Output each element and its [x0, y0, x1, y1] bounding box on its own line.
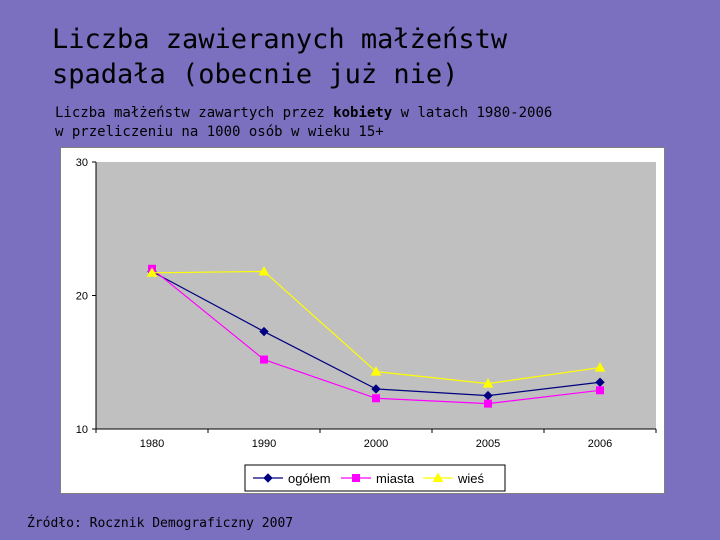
legend-swatch-marker: [432, 472, 444, 482]
chart-legend: ogółem miasta wieś: [244, 464, 506, 492]
legend-label: ogółem: [288, 471, 331, 486]
data-point: [596, 386, 604, 395]
series-layer: [146, 264, 606, 408]
data-point: [594, 362, 606, 372]
data-point: [595, 377, 605, 387]
data-point: [146, 267, 158, 277]
slide-title: Liczba zawieranych małżeństw spadała (ob…: [52, 22, 692, 92]
data-point: [371, 384, 381, 394]
slide-subtitle: Liczba małżeństw zawartych przez kobiety…: [55, 104, 695, 142]
legend-swatch-marker: [263, 473, 273, 483]
line-chart: 10 20 30 1980 1990 2000 2005 2006 ogółem miasta…: [60, 147, 665, 494]
legend-item-2: wieś: [423, 471, 485, 486]
y-tick-label: 20: [76, 291, 88, 303]
x-tick-label: 1980: [140, 438, 164, 450]
subtitle-text-bold: kobiety: [333, 105, 393, 121]
source-note: Źródło: Rocznik Demograficzny 2007: [27, 516, 294, 531]
x-tick-label: 1990: [252, 438, 276, 450]
legend-item-0: ogółem: [253, 471, 331, 486]
legend-label: wieś: [457, 471, 485, 486]
subtitle-text-pre: Liczba małżeństw zawartych przez: [55, 105, 334, 121]
y-tick-label: 10: [76, 424, 88, 436]
data-point: [484, 399, 492, 408]
series-2: [146, 265, 606, 388]
legend-box: [244, 464, 506, 492]
data-point: [482, 378, 494, 388]
y-tick-label: 30: [76, 157, 88, 169]
x-tick-label: 2000: [364, 438, 388, 450]
x-tick-label: 2006: [588, 438, 612, 450]
data-point: [259, 326, 269, 337]
x-tick-label: 2005: [476, 438, 500, 450]
legend-item-1: miasta: [341, 471, 415, 486]
slide-title-line-1: Liczba zawieranych małżeństw: [52, 24, 508, 55]
data-point: [260, 355, 268, 364]
data-point: [258, 265, 270, 276]
slide-title-line-2: spadała (obecnie już nie): [52, 59, 459, 90]
data-point: [370, 366, 382, 376]
subtitle-line-2: w przeliczeniu na 1000 osób w wieku 15+: [55, 124, 384, 140]
subtitle-text-post: w latach 1980-2006: [392, 105, 553, 121]
x-axis: 1980 1990 2000 2005 2006: [95, 428, 657, 450]
subtitle-line-1: Liczba małżeństw zawartych przez kobiety…: [55, 104, 695, 123]
chart-container: 10 20 30 1980 1990 2000 2005 2006 ogółem miasta…: [60, 147, 665, 494]
data-point: [372, 394, 380, 403]
data-point: [483, 390, 493, 401]
y-axis: 10 20 30: [76, 157, 97, 436]
legend-label: miasta: [376, 471, 415, 486]
legend-swatch-marker: [352, 474, 360, 482]
